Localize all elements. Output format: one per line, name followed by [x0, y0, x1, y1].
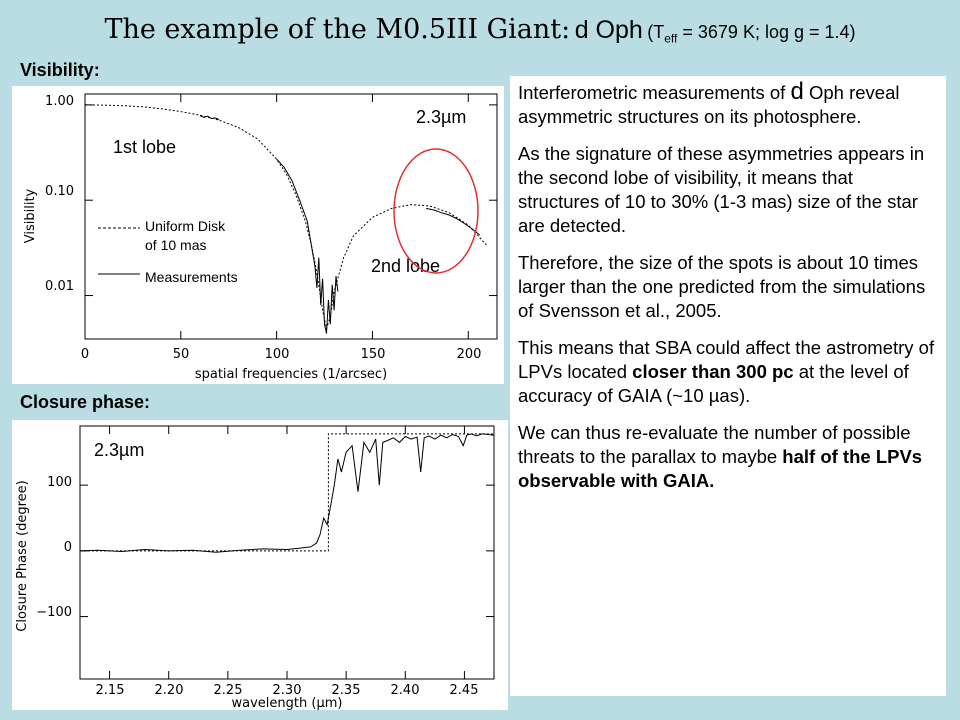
cp-y-axis-label: Closure Phase (degree) — [15, 480, 30, 632]
legend-uniform-disk-line1: Uniform Disk — [145, 218, 226, 234]
vis-xtick-100: 100 — [265, 347, 290, 362]
closure-phase-section-label: Closure phase: — [20, 392, 151, 412]
vis-xtick-50: 50 — [173, 347, 190, 362]
vis-xtick-0: 0 — [81, 347, 89, 362]
cp-x-axis-label: wavelength (µm) — [232, 696, 343, 710]
paragraph-5: We can thus re-evaluate the number of po… — [518, 422, 923, 491]
visibility-chart: 0 50 100 150 200 1.00 0.10 0.01 spatial … — [23, 93, 498, 382]
cp-band-label: 2.3µm — [94, 440, 144, 460]
paragraph-2: As the signature of these asymmetries ap… — [518, 143, 925, 236]
closure-plot-frame — [79, 425, 495, 680]
vis-y-axis-label: Visibility — [23, 188, 38, 243]
vis-ytick-0.1: 0.10 — [45, 184, 74, 199]
paragraph-4: This means that SBA could affect the ast… — [518, 337, 935, 406]
vis-ytick-1: 1.00 — [45, 94, 74, 109]
title-star: d Oph — [574, 16, 643, 44]
vis-xtick-150: 150 — [361, 347, 386, 362]
cp-xtick-2.45: 2.45 — [450, 683, 479, 698]
vis-xtick-200: 200 — [457, 347, 482, 362]
cp-xtick-2.35: 2.35 — [332, 683, 361, 698]
visibility-plot-frame — [84, 93, 498, 340]
star-symbol: d — [790, 78, 804, 105]
legend-measurements: Measurements — [145, 269, 238, 285]
title-params: (Teff = 3679 K; log g = 1.4) — [647, 22, 856, 46]
first-lobe-label: 1st lobe — [113, 137, 176, 157]
explanation-text-box: Interferometric measurements of d Oph re… — [510, 76, 946, 696]
vis-x-axis-label: spatial frequencies (1/arcsec) — [195, 367, 387, 382]
visibility-section-label: Visibility: — [20, 60, 100, 80]
second-lobe-highlight-circle — [393, 148, 479, 274]
closure-tick-marks — [80, 426, 494, 679]
cp-ytick-100: 100 — [47, 475, 72, 490]
cp-xtick-2.25: 2.25 — [214, 683, 243, 698]
paragraph-1: Interferometric measurements of d Oph re… — [518, 78, 900, 128]
closure-phase-chart-panel: 2.15 2.20 2.25 2.30 2.35 2.40 2.45 100 0… — [12, 420, 508, 710]
title-main: The example of the M0.5III Giant: — [104, 14, 571, 45]
visibility-tick-marks — [84, 94, 497, 339]
vis-ytick-0.01: 0.01 — [45, 279, 74, 294]
cp-ytick-minus100: −100 — [36, 605, 72, 620]
cp-xtick-2.15: 2.15 — [96, 683, 125, 698]
second-lobe-label: 2nd lobe — [371, 256, 440, 276]
vis-band-label: 2.3µm — [416, 107, 466, 127]
paragraph-3: Therefore, the size of the spots is abou… — [518, 252, 926, 321]
closure-phase-chart: 2.15 2.20 2.25 2.30 2.35 2.40 2.45 100 0… — [15, 425, 495, 710]
visibility-measurement-line — [199, 115, 481, 334]
cp-xtick-2.30: 2.30 — [273, 683, 302, 698]
cp-xtick-2.40: 2.40 — [391, 683, 420, 698]
slide-title: The example of the M0.5III Giant: d Oph … — [0, 14, 960, 46]
closure-measurement-line — [79, 433, 495, 553]
cp-ytick-0: 0 — [64, 540, 72, 555]
legend-uniform-disk-line2: of 10 mas — [145, 237, 206, 253]
cp-xtick-2.20: 2.20 — [155, 683, 184, 698]
visibility-chart-panel: 0 50 100 150 200 1.00 0.10 0.01 spatial … — [12, 86, 504, 384]
